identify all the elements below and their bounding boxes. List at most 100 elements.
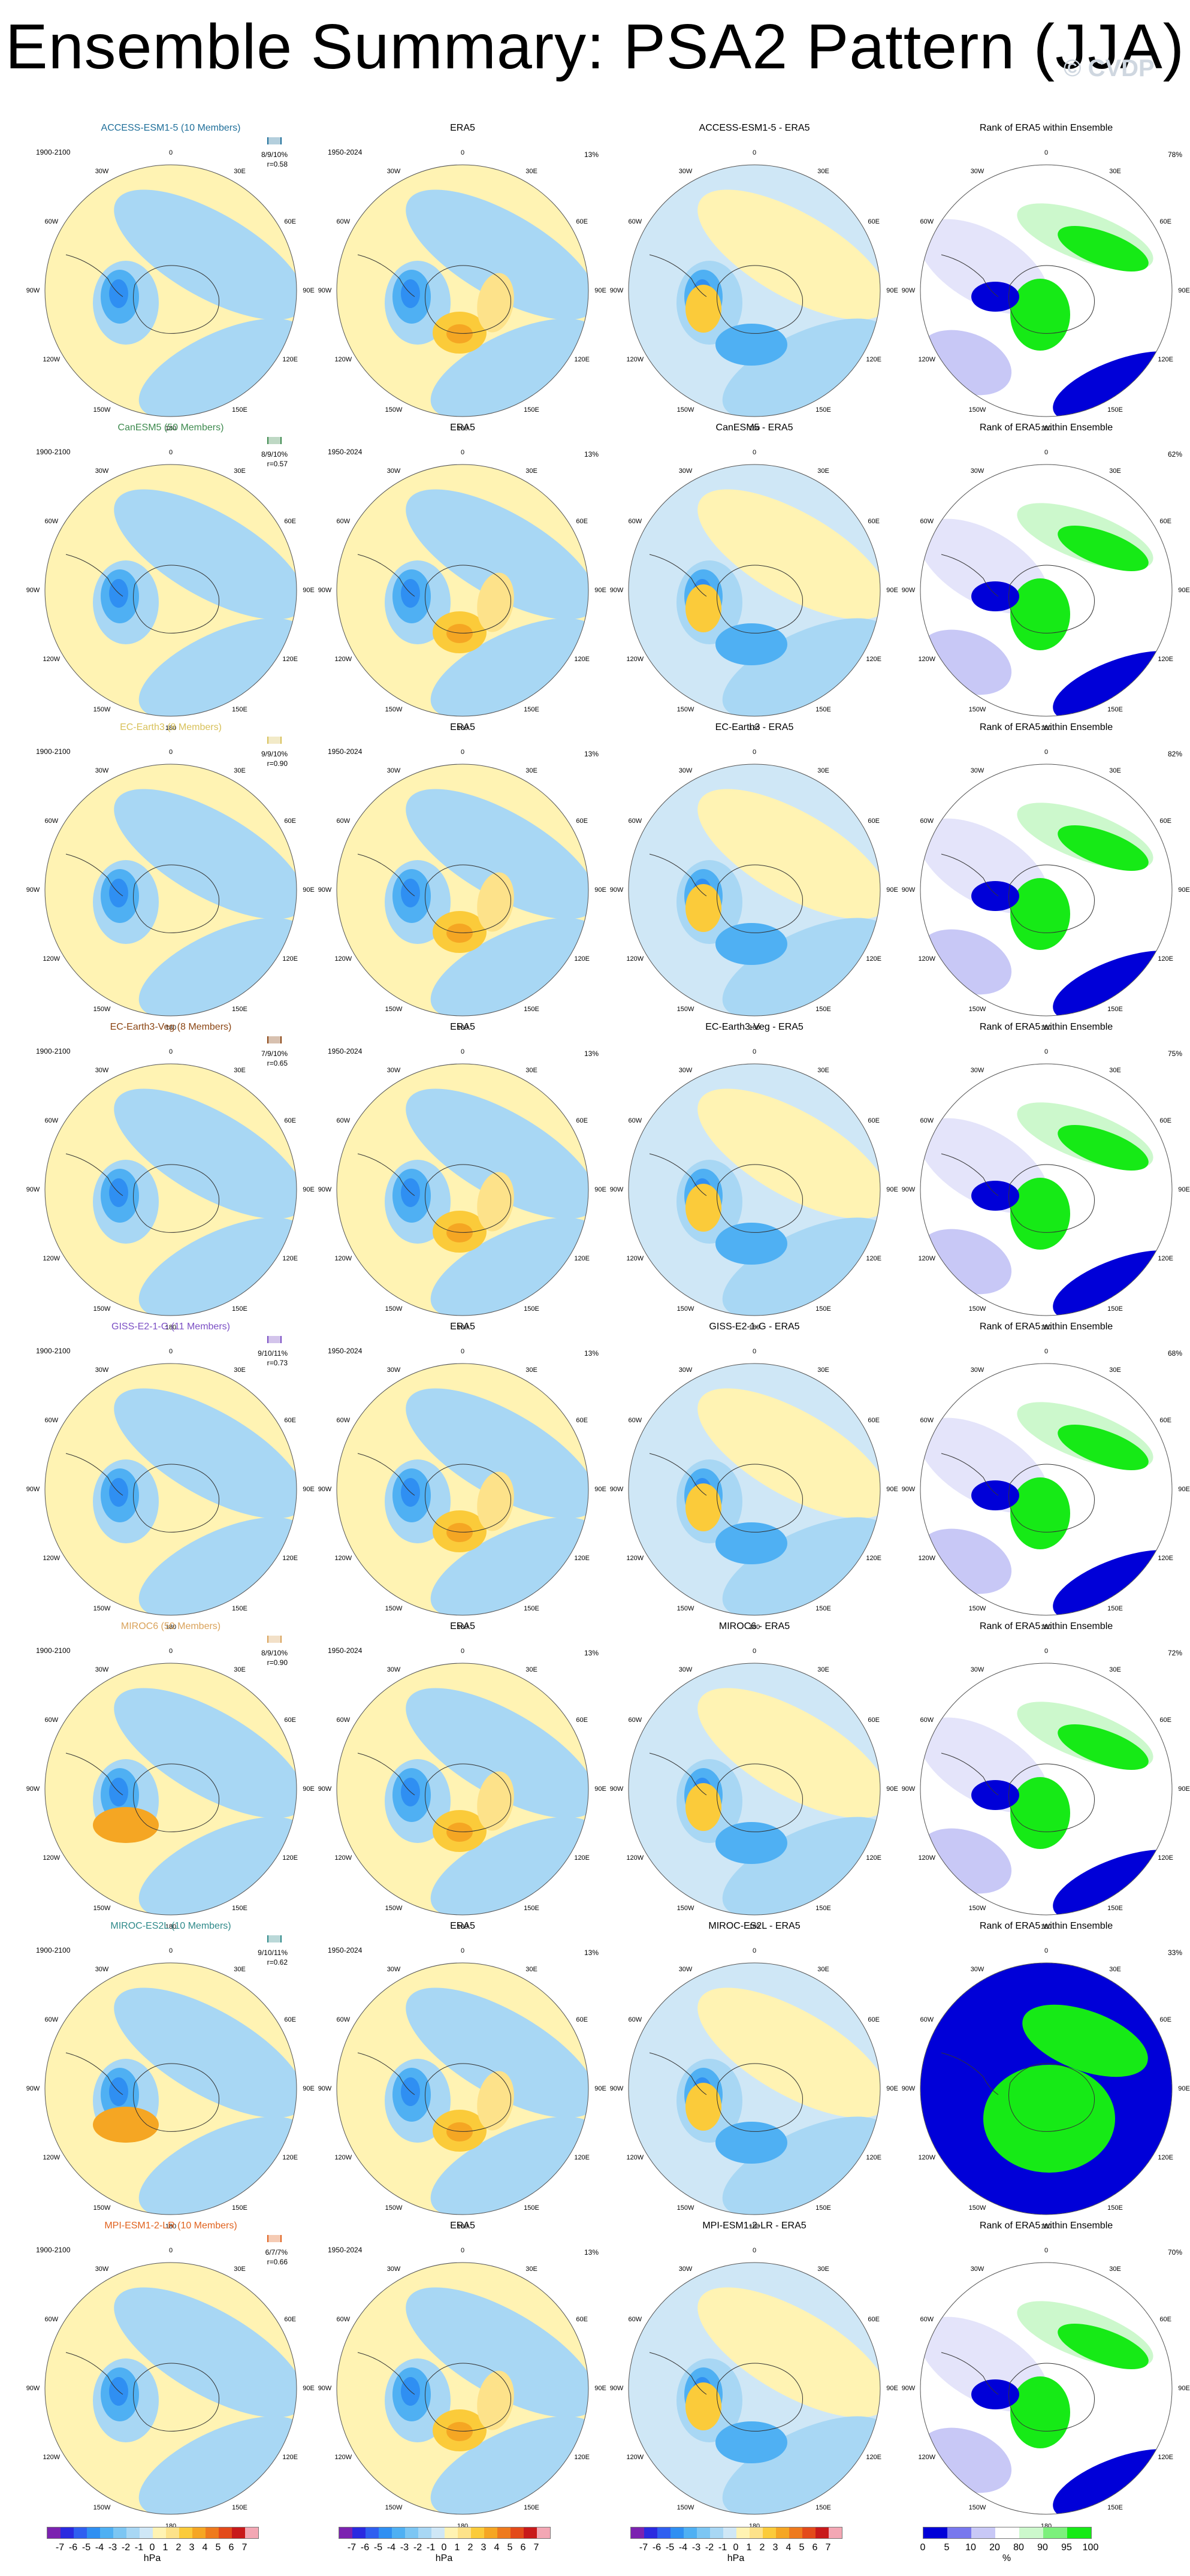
pct-stats: 8/9/10% xyxy=(261,1649,288,1657)
lon-tick-label: 120W xyxy=(626,656,644,663)
lon-tick-label: 150E xyxy=(1107,1006,1123,1013)
rank-map xyxy=(920,464,1173,717)
colorbar-unit: hPa xyxy=(143,2553,161,2563)
colorbar-swatch xyxy=(484,2527,497,2538)
lon-tick-label: 120W xyxy=(334,1854,352,1862)
lon-tick-label: 60W xyxy=(628,218,642,225)
lon-tick-label: 150E xyxy=(1107,706,1123,714)
spread-box-icon xyxy=(267,137,282,144)
lon-tick-label: 120E xyxy=(1158,2454,1174,2461)
lon-tick-label: 180 xyxy=(1040,1624,1052,1631)
lon-tick-label: 0 xyxy=(460,449,465,456)
pct-variance: 13% xyxy=(584,150,599,159)
lon-tick-label: 120W xyxy=(334,356,352,363)
rank-panel: Rank of ERA5 within Ensemble 78% 0 30E 60E 90… xyxy=(902,123,1190,432)
lon-tick-label: 0 xyxy=(752,1648,757,1655)
rank-map xyxy=(920,1962,1173,2215)
lon-tick-label: 60W xyxy=(44,2016,59,2023)
lon-tick-label: 60E xyxy=(576,2016,588,2023)
rank-pct: 68% xyxy=(1167,1349,1182,1358)
lon-tick-label: 30E xyxy=(525,1666,537,1673)
lon-tick-label: 60W xyxy=(44,1117,59,1124)
lon-tick-label: 60W xyxy=(44,1417,59,1424)
lon-tick-label: 90E xyxy=(1178,886,1190,894)
lon-tick-label: 150E xyxy=(232,2504,247,2512)
lon-tick-label: 180 xyxy=(165,1024,177,1031)
lon-tick-label: 150W xyxy=(968,406,986,414)
lon-tick-label: 60E xyxy=(868,218,880,225)
lon-tick-label: 60W xyxy=(920,2016,934,2023)
colorbar-swatch xyxy=(405,2527,418,2538)
lon-tick-label: 90E xyxy=(886,1486,898,1493)
colorbar-tick: 0 xyxy=(441,2542,447,2553)
colorbar-swatch xyxy=(524,2527,537,2538)
lon-tick-label: 60W xyxy=(336,2316,351,2323)
lon-tick-label: 90W xyxy=(609,2085,624,2092)
period-label: 1950-2024 xyxy=(328,148,363,156)
lon-tick-label: 30W xyxy=(970,1965,984,1973)
lon-tick-label: 30W xyxy=(970,167,984,175)
lon-tick-label: 30W xyxy=(386,467,401,475)
model-panel: MIROC6 (50 Members) 1900-2100 8/9/10% r=0.9… xyxy=(26,1621,315,1931)
lon-tick-label: 0 xyxy=(460,2247,465,2254)
lon-tick-label: 0 xyxy=(168,149,173,156)
lon-tick-label: 90E xyxy=(1178,1186,1190,1193)
lon-tick-label: 120E xyxy=(574,2154,590,2161)
lon-tick-label: 120E xyxy=(1158,1854,1174,1862)
colorbar-tick: 1 xyxy=(454,2542,460,2553)
lon-tick-label: 60W xyxy=(920,1117,934,1124)
obs-panel: ERA5 1950-2024 13% 0 30E 60E 90E 120E 150E 180 150… xyxy=(318,1322,606,1631)
lon-tick-label: 0 xyxy=(168,1048,173,1055)
pressure-map xyxy=(44,1363,297,1616)
lon-tick-label: 90E xyxy=(594,2085,606,2092)
rank-map xyxy=(920,1363,1173,1616)
lon-tick-label: 60E xyxy=(1159,2016,1171,2023)
pressure-map xyxy=(628,464,881,717)
colorbar-swatch xyxy=(166,2527,179,2538)
lon-tick-label: 150E xyxy=(816,1905,831,1913)
lon-tick-label: 60W xyxy=(44,1717,59,1724)
lon-tick-label: 90E xyxy=(594,1486,606,1493)
colorbar-swatch xyxy=(126,2527,140,2538)
lon-tick-label: 120E xyxy=(866,1555,882,1562)
lon-tick-label: 120W xyxy=(918,955,936,963)
lon-tick-label: 60W xyxy=(336,1417,351,1424)
panel-title: EC-Earth3 (8 Members) xyxy=(120,722,222,732)
lon-tick-label: 30E xyxy=(525,2265,537,2273)
lon-tick-label: 180 xyxy=(1040,425,1052,432)
lon-tick-label: 90W xyxy=(609,1486,624,1493)
panel-title: EC-Earth3-Veg (8 Members) xyxy=(110,1022,232,1032)
rank-pct: 33% xyxy=(1167,1948,1182,1957)
spread-box-icon xyxy=(267,1935,282,1942)
lon-tick-label: 150W xyxy=(385,1605,403,1613)
lon-tick-label: 180 xyxy=(1040,725,1052,732)
lon-tick-label: 120W xyxy=(334,955,352,963)
colorbar-tick: 2 xyxy=(467,2542,473,2553)
rank-panel: Rank of ERA5 within Ensemble 62% 0 30E 60E 90… xyxy=(902,423,1190,732)
lon-tick-label: 60E xyxy=(284,518,296,525)
lon-tick-label: 90W xyxy=(26,1785,40,1793)
lon-tick-label: 90E xyxy=(886,287,898,294)
lon-tick-label: 60E xyxy=(1159,2316,1171,2323)
obs-panel: ERA5 1950-2024 13% 0 30E 60E 90E 120E 150E 180 150… xyxy=(318,1621,606,1931)
lon-tick-label: 60E xyxy=(1159,1417,1171,1424)
colorbar-tick: -7 xyxy=(55,2542,65,2553)
lon-tick-label: 150W xyxy=(385,406,403,414)
lon-tick-label: 0 xyxy=(460,1648,465,1655)
lon-tick-label: 30E xyxy=(525,1965,537,1973)
colorbar-swatch xyxy=(206,2527,219,2538)
lon-tick-label: 90W xyxy=(26,1486,40,1493)
rank-panel: Rank of ERA5 within Ensemble 72% 0 30E 60E 90… xyxy=(902,1621,1190,1931)
pressure-map xyxy=(628,1363,881,1616)
lon-tick-label: 180 xyxy=(457,1923,469,1931)
panel-title: ERA5 xyxy=(450,1322,475,1332)
lon-tick-label: 60E xyxy=(868,518,880,525)
lon-tick-label: 150E xyxy=(232,1305,247,1313)
lon-tick-label: 0 xyxy=(752,749,757,756)
lon-tick-label: 150W xyxy=(676,2504,694,2512)
rank-panel: Rank of ERA5 within Ensemble 75% 0 30E 60E 90… xyxy=(902,1022,1190,1331)
lon-tick-label: 60W xyxy=(920,2316,934,2323)
lon-tick-label: 180 xyxy=(748,725,760,732)
lon-tick-label: 30E xyxy=(1109,467,1121,475)
lon-tick-label: 30E xyxy=(234,1066,246,1074)
